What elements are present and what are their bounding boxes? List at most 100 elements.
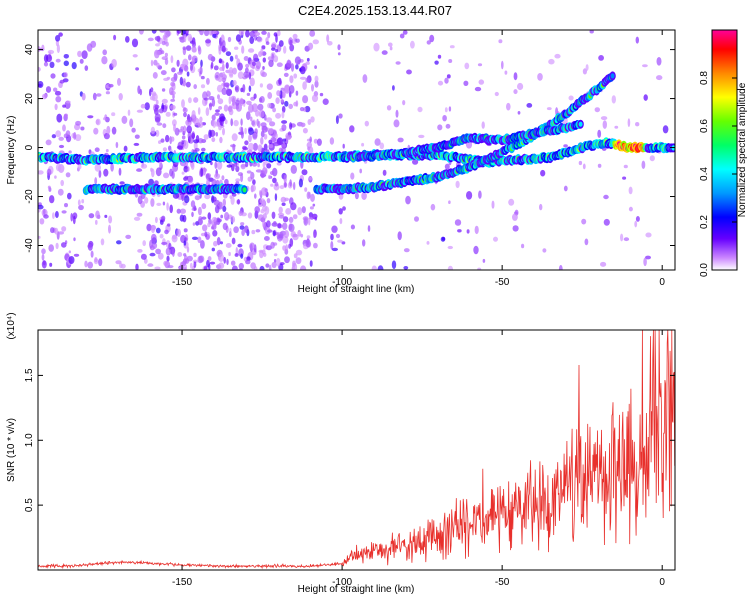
noise-speckle [245,259,251,265]
noise-speckle [162,123,167,129]
noise-speckle [239,225,245,230]
noise-speckle [188,116,193,123]
noise-speckle [103,117,107,121]
noise-speckle [65,130,71,138]
noise-speckle [300,265,307,270]
noise-speckle [41,248,46,255]
noise-speckle [273,253,278,257]
bottom-y-tick-label: 1.5 [24,368,35,382]
noise-speckle [558,265,563,270]
noise-speckle [193,47,197,53]
noise-speckle [68,250,72,254]
noise-speckle [183,33,187,43]
noise-speckle [260,187,268,196]
noise-speckle [276,90,281,97]
noise-speckle [309,206,314,210]
noise-speckle [197,255,204,264]
noise-speckle [437,80,444,86]
noise-speckle [267,102,272,109]
noise-speckle [248,85,252,92]
noise-speckle [139,88,143,96]
noise-speckle [184,65,189,72]
noise-speckle [290,202,297,211]
noise-speckle [38,66,41,72]
noise-speckle [183,112,187,118]
noise-speckle [131,38,139,48]
noise-speckle [310,116,315,123]
noise-speckle [444,107,448,113]
noise-speckle [295,257,302,265]
noise-speckle [140,103,146,109]
noise-speckle [134,134,140,139]
noise-speckle [290,63,295,72]
noise-speckle [257,103,264,111]
noise-speckle [132,54,138,58]
noise-speckle [309,30,316,37]
noise-speckle [445,123,451,129]
noise-speckle [235,165,240,173]
noise-speckle [129,118,134,128]
noise-speckle [282,138,287,142]
noise-speckle [197,107,201,115]
noise-speckle [266,163,272,169]
noise-speckle [275,34,278,43]
noise-speckle [176,30,182,34]
noise-speckle [367,225,371,232]
noise-speckle [47,185,51,189]
noise-speckle [61,210,67,214]
noise-speckle [289,39,293,46]
noise-speckle [313,138,318,144]
bottom-y-axis-label: SNR (10 * v/v) [6,418,17,482]
noise-speckle [220,214,224,219]
noise-speckle [49,61,55,68]
noise-speckle [111,112,116,117]
noise-speckle [293,253,298,259]
noise-speckle [292,233,298,238]
noise-speckle [269,121,276,127]
noise-speckle [189,262,193,269]
noise-speckle [201,147,206,152]
noise-speckle [218,106,223,110]
noise-speckle [49,262,53,267]
noise-speckle [204,30,210,37]
noise-speckle [151,225,155,233]
noise-speckle [310,193,315,202]
noise-speckle [198,138,204,144]
noise-speckle [94,177,98,185]
noise-speckle [255,60,261,70]
noise-speckle [108,83,114,88]
noise-speckle [56,113,63,123]
noise-speckle [45,139,52,146]
colorbar [711,29,738,271]
noise-speckle [55,58,61,63]
noise-speckle [167,223,171,227]
noise-speckle [195,135,200,143]
noise-speckle [305,77,310,83]
noise-speckle [53,87,58,92]
noise-speckle [222,71,226,77]
colorbar-tick-label: 0.8 [699,71,710,85]
noise-speckle [248,127,254,135]
noise-speckle [388,42,393,47]
noise-speckle [656,75,663,81]
noise-speckle [242,147,249,151]
noise-speckle [73,237,76,242]
noise-speckle [63,54,69,59]
noise-speckle [268,139,273,145]
noise-speckle [539,203,543,211]
noise-speckle [222,205,227,212]
noise-speckle [227,36,232,43]
noise-speckle [600,116,608,121]
noise-speckle [192,149,198,154]
noise-speckle [292,214,298,220]
noise-speckle [284,182,287,188]
noise-speckle [282,245,286,251]
noise-speckle [302,127,308,134]
noise-speckle [156,122,163,126]
top-x-tick-label: -50 [495,277,510,288]
noise-speckle [159,160,163,168]
noise-speckle [161,88,166,92]
noise-speckle [359,168,363,174]
noise-speckle [138,30,144,35]
noise-speckle [203,266,208,270]
